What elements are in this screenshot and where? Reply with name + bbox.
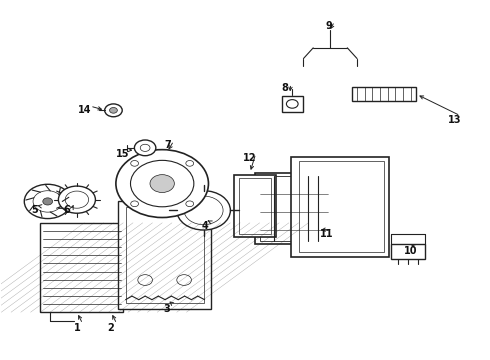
Text: 7: 7 (165, 140, 172, 150)
Text: 2: 2 (108, 323, 114, 333)
Bar (391, 244, 425, 258)
Text: 9: 9 (325, 21, 332, 31)
Circle shape (184, 196, 223, 225)
Text: 14: 14 (77, 105, 91, 115)
Bar (118, 202, 211, 309)
Text: 10: 10 (404, 246, 417, 256)
Text: 13: 13 (448, 115, 461, 125)
Circle shape (186, 161, 194, 166)
Circle shape (116, 150, 208, 217)
Circle shape (131, 201, 139, 207)
Text: 12: 12 (243, 153, 257, 163)
Circle shape (24, 184, 71, 219)
Circle shape (65, 191, 89, 208)
Circle shape (287, 100, 298, 108)
Circle shape (58, 186, 96, 213)
Text: 8: 8 (282, 83, 289, 93)
Bar (125, 207, 203, 303)
Text: 11: 11 (320, 229, 334, 239)
Bar (260, 176, 328, 241)
Text: 4: 4 (202, 221, 208, 231)
Text: 15: 15 (116, 149, 129, 159)
Bar (291, 157, 389, 257)
Text: 3: 3 (164, 303, 171, 314)
Circle shape (134, 140, 156, 156)
Circle shape (186, 201, 194, 207)
Bar (255, 173, 333, 244)
Circle shape (177, 191, 230, 230)
Circle shape (110, 108, 117, 113)
Circle shape (140, 144, 150, 152)
Circle shape (43, 198, 52, 205)
Bar (234, 175, 276, 237)
Circle shape (130, 160, 194, 207)
Bar (352, 87, 416, 102)
Circle shape (138, 275, 152, 285)
Bar (239, 178, 271, 234)
Circle shape (150, 175, 174, 193)
Circle shape (177, 275, 192, 285)
Text: 6: 6 (64, 205, 71, 215)
Text: 5: 5 (31, 205, 38, 215)
Circle shape (33, 191, 62, 212)
Circle shape (105, 104, 122, 117)
Bar (298, 161, 384, 252)
Bar (282, 96, 303, 112)
Bar (40, 223, 123, 312)
Circle shape (131, 161, 139, 166)
Text: 1: 1 (74, 323, 80, 333)
